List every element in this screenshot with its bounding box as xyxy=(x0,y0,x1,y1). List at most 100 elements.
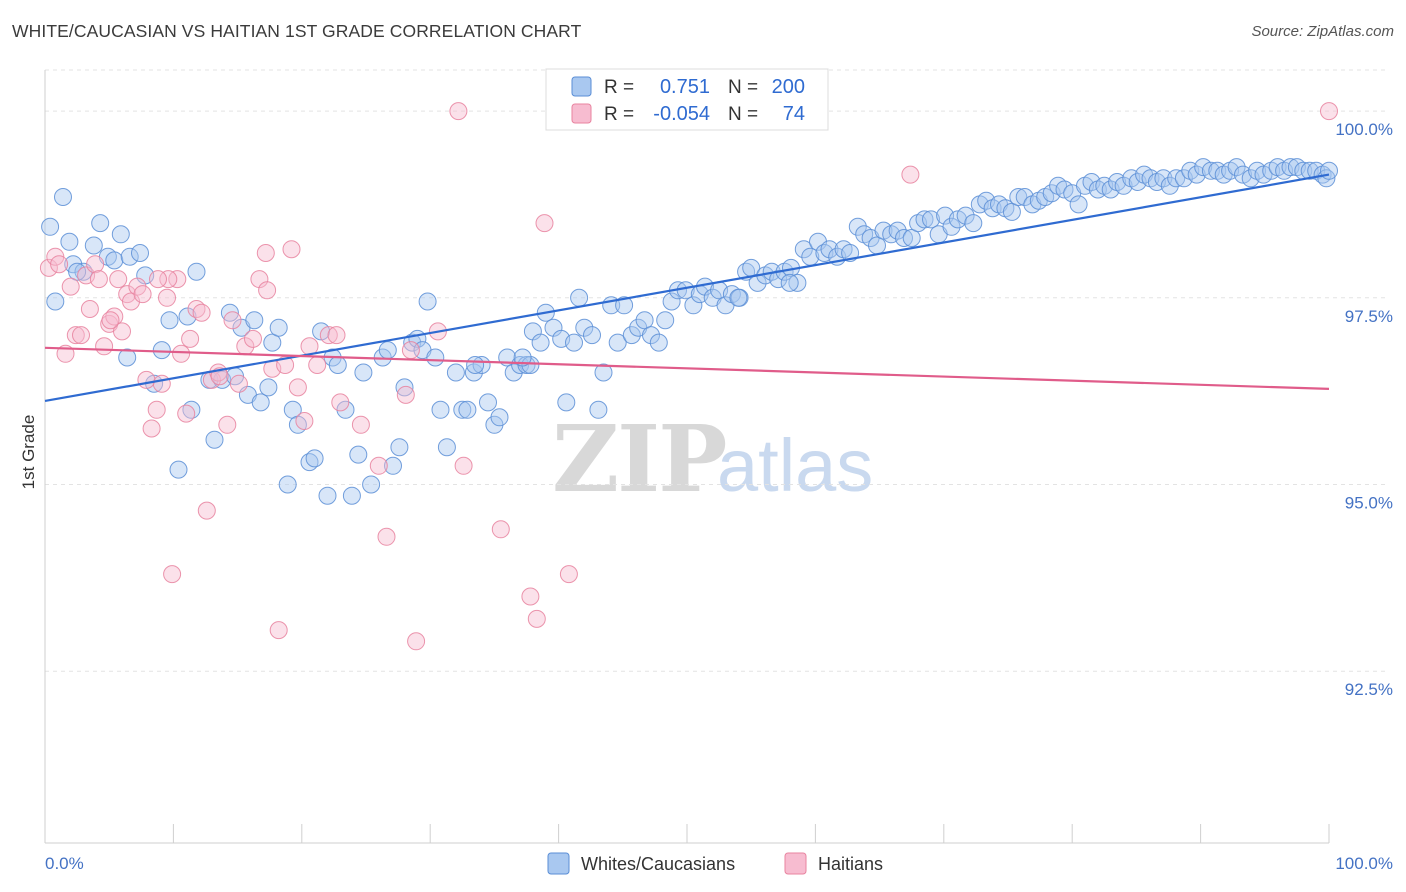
x-tick-label-min: 0.0% xyxy=(45,854,84,873)
point-haitians xyxy=(401,341,420,360)
point-haitians xyxy=(351,415,370,434)
point-haitians xyxy=(95,337,114,356)
point-haitians xyxy=(61,277,80,296)
point-whites xyxy=(362,475,381,494)
point-haitians xyxy=(109,270,128,289)
point-whites xyxy=(662,292,681,311)
point-haitians xyxy=(269,621,288,640)
trendlines xyxy=(44,173,1330,402)
point-whites xyxy=(583,326,601,345)
point-whites xyxy=(521,356,540,374)
point-whites xyxy=(60,232,79,251)
point-haitians xyxy=(535,214,554,233)
point-whites xyxy=(318,486,337,505)
point-whites xyxy=(169,460,188,479)
series-legend: Whites/Caucasians Haitians xyxy=(547,852,883,875)
point-whites xyxy=(649,333,668,352)
point-haitians xyxy=(327,326,346,345)
point-haitians xyxy=(72,326,90,345)
point-whites xyxy=(418,292,437,311)
point-whites xyxy=(269,318,288,337)
point-haitians xyxy=(229,374,248,393)
point-whites xyxy=(684,296,703,315)
point-haitians xyxy=(147,400,166,419)
point-whites xyxy=(378,341,397,360)
axes: 92.5% 95.0% 97.5% 100.0% 0.0% 100.0% xyxy=(44,70,1393,873)
legend-r-value-2: -0.054 xyxy=(653,103,710,125)
point-haitians xyxy=(256,244,275,262)
point-haitians xyxy=(122,292,140,311)
point-haitians xyxy=(101,311,120,330)
point-whites xyxy=(300,453,319,472)
chart-source: Source: ZipAtlas.com xyxy=(1251,23,1394,40)
point-whites xyxy=(656,311,675,330)
point-whites xyxy=(788,273,807,292)
point-haitians xyxy=(50,255,69,274)
point-whites xyxy=(349,445,368,464)
point-whites xyxy=(453,400,472,419)
point-haitians xyxy=(454,456,473,475)
point-haitians xyxy=(89,270,108,289)
trendline-haitians xyxy=(44,346,1330,390)
point-haitians xyxy=(319,326,338,345)
y-tick-label: 95.0% xyxy=(1345,494,1393,513)
legend-n-label-1: N = xyxy=(728,77,758,98)
watermark: ZIP atlas xyxy=(552,405,873,513)
point-whites xyxy=(915,210,934,229)
point-whites xyxy=(111,225,130,244)
point-whites xyxy=(251,393,270,412)
point-whites xyxy=(1160,176,1179,195)
legend-swatch-haitians xyxy=(571,103,592,124)
series-haitians-points xyxy=(39,102,1338,651)
point-whites xyxy=(437,438,456,457)
legend-n-value-2: 74 xyxy=(783,103,805,125)
series-whites-points xyxy=(41,158,1338,505)
point-whites xyxy=(642,326,660,345)
point-whites xyxy=(426,348,445,367)
legend-box xyxy=(545,68,829,131)
point-whites xyxy=(729,288,748,307)
point-whites xyxy=(531,333,550,352)
legend-r-label-2: R = xyxy=(604,104,634,125)
y-axis-title: 1st Grade xyxy=(19,415,38,490)
point-haitians xyxy=(449,102,468,121)
point-whites xyxy=(635,311,654,330)
point-whites xyxy=(446,363,465,382)
point-whites xyxy=(178,307,197,326)
point-haitians xyxy=(39,258,58,277)
point-haitians xyxy=(491,520,510,539)
point-whites xyxy=(46,292,65,311)
point-whites xyxy=(187,262,206,281)
point-whites xyxy=(84,236,103,255)
point-whites xyxy=(220,303,239,322)
point-whites xyxy=(780,273,799,292)
bottom-legend-label-haitians: Haitians xyxy=(818,854,883,874)
point-whites xyxy=(570,288,589,307)
point-whites xyxy=(1069,195,1088,214)
point-whites xyxy=(511,356,530,374)
bottom-legend-swatch-whites xyxy=(547,852,570,875)
point-whites xyxy=(956,206,975,225)
legend-n-value-1: 200 xyxy=(772,76,805,98)
point-whites xyxy=(464,363,483,382)
point-whites xyxy=(431,400,450,419)
legend-swatch-whites xyxy=(571,76,592,97)
point-whites xyxy=(1227,158,1246,177)
point-haitians xyxy=(223,311,242,330)
point-haitians xyxy=(407,632,426,651)
trendline-whites xyxy=(44,173,1330,402)
legend-r-value-1: 0.751 xyxy=(660,76,710,98)
point-whites xyxy=(895,229,913,247)
point-whites xyxy=(888,221,907,240)
y-tick-label: 100.0% xyxy=(1335,120,1393,139)
point-whites xyxy=(479,393,497,412)
point-whites xyxy=(565,333,583,352)
point-haitians xyxy=(66,326,85,345)
point-whites xyxy=(1114,176,1133,195)
point-whites xyxy=(120,247,139,266)
point-whites xyxy=(328,356,347,374)
point-whites xyxy=(390,438,409,457)
point-haitians xyxy=(377,527,396,546)
point-haitians xyxy=(133,285,152,304)
